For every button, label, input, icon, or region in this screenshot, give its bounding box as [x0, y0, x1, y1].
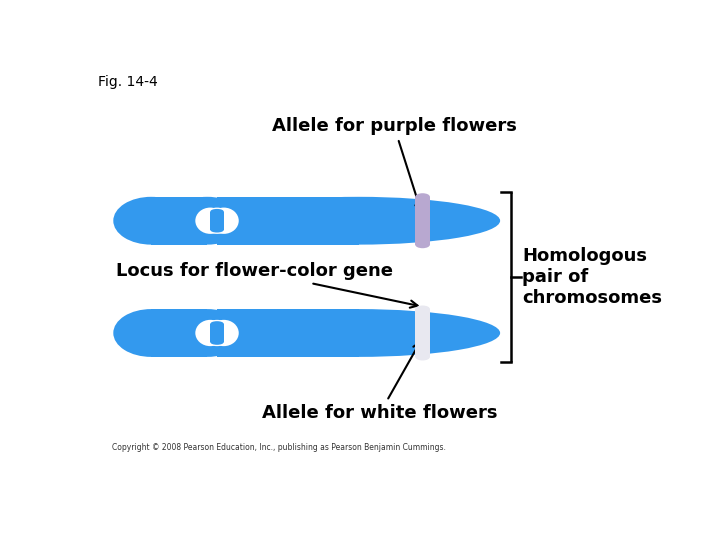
Bar [210, 324, 224, 342]
Ellipse shape [415, 306, 430, 313]
Ellipse shape [415, 193, 430, 200]
Ellipse shape [209, 320, 239, 346]
Bar [217, 197, 359, 245]
Ellipse shape [210, 321, 224, 327]
Ellipse shape [168, 197, 246, 245]
Text: Allele for white flowers: Allele for white flowers [262, 342, 498, 422]
Text: Fig. 14-4: Fig. 14-4 [99, 75, 158, 89]
Ellipse shape [217, 309, 500, 357]
Ellipse shape [202, 207, 232, 234]
Ellipse shape [210, 209, 224, 214]
Ellipse shape [202, 320, 232, 346]
Ellipse shape [168, 309, 246, 357]
Text: Allele for purple flowers: Allele for purple flowers [271, 118, 516, 211]
Ellipse shape [217, 197, 500, 245]
Text: Copyright © 2008 Pearson Education, Inc., publishing as Pearson Benjamin Cumming: Copyright © 2008 Pearson Education, Inc.… [112, 443, 446, 452]
Ellipse shape [210, 339, 224, 345]
Ellipse shape [195, 320, 225, 346]
Bar [217, 309, 359, 357]
Bar [151, 197, 207, 245]
Bar [210, 212, 224, 230]
Ellipse shape [195, 207, 225, 234]
Ellipse shape [415, 353, 430, 361]
Ellipse shape [210, 227, 224, 233]
Text: Homologous
pair of
chromosomes: Homologous pair of chromosomes [523, 247, 662, 307]
Ellipse shape [113, 309, 189, 357]
Bar [151, 309, 207, 357]
Ellipse shape [113, 197, 189, 245]
Text: Locus for flower-color gene: Locus for flower-color gene [116, 262, 418, 308]
Ellipse shape [209, 207, 239, 234]
Bar [415, 197, 430, 245]
Ellipse shape [415, 241, 430, 248]
Bar [415, 309, 430, 357]
